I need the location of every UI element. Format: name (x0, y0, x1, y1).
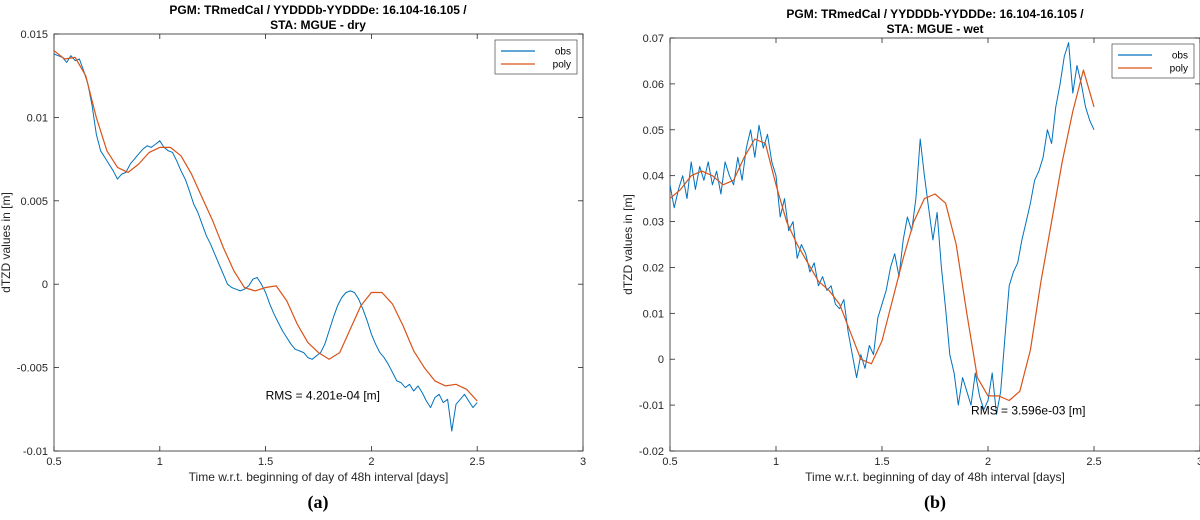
y-tick-label: 0.01 (643, 308, 664, 320)
legend-box (494, 39, 578, 75)
chart-title-line1: PGM: TRmedCal / YYDDDb-YYDDDe: 16.104-16… (169, 3, 467, 17)
legend-label-obs: obs (555, 47, 571, 58)
panel-caption: (a) (308, 492, 329, 513)
x-axis-label: Time w.r.t. beginning of day of 48h inte… (189, 470, 449, 484)
y-tick-label: 0.07 (643, 33, 664, 45)
x-tick-label: 1 (773, 456, 779, 468)
rms-annotation: RMS = 4.201e-04 [m] (266, 388, 380, 402)
x-tick-label: 0.5 (662, 456, 677, 468)
x-tick-label: 2.5 (1086, 456, 1101, 468)
y-tick-label: 0.06 (643, 79, 664, 91)
rms-annotation: RMS = 3.596e-03 [m] (971, 403, 1085, 417)
legend-label-obs: obs (1172, 51, 1188, 62)
series-line-obs (53, 53, 478, 432)
x-tick-label: 3 (580, 456, 586, 468)
chart-panel-a: PGM: TRmedCal / YYDDDb-YYDDDe: 16.104-16… (0, 3, 586, 513)
plot-area (53, 33, 584, 452)
y-tick-label: 0 (658, 354, 664, 366)
y-tick-label: -0.02 (639, 446, 664, 458)
y-axis-label: dTZD values in [m] (0, 192, 13, 293)
legend-box (1111, 43, 1195, 79)
y-tick-label: 0.01 (27, 112, 48, 124)
x-tick-label: 2.5 (470, 456, 485, 468)
x-tick-label: 3 (1197, 456, 1200, 468)
y-tick-label: 0.015 (20, 29, 48, 41)
series-line-obs (669, 42, 1095, 415)
y-tick-label: -0.01 (23, 446, 48, 458)
y-axis-label: dTZD values in [m] (621, 194, 635, 295)
chart-title-line2: STA: MGUE - wet (886, 22, 983, 36)
y-tick-label: 0.05 (643, 125, 664, 137)
x-tick-label: 1.5 (874, 456, 889, 468)
y-tick-label: 0.02 (643, 262, 664, 274)
y-tick-label: -0.01 (639, 400, 664, 412)
y-tick-label: 0.005 (20, 196, 48, 208)
y-tick-label: 0.03 (643, 217, 664, 229)
legend: obs poly (494, 39, 578, 75)
x-tick-label: 1.5 (258, 456, 273, 468)
y-tick-label: -0.005 (17, 363, 48, 375)
series-line-poly (669, 69, 1095, 402)
legend-label-poly: poly (553, 60, 571, 71)
x-tick-label: 1 (157, 456, 163, 468)
x-axis-label: Time w.r.t. beginning of day of 48h inte… (805, 470, 1065, 484)
x-tick-label: 2 (985, 456, 991, 468)
legend-label-poly: poly (1170, 64, 1188, 75)
y-tick-label: 0.04 (643, 171, 664, 183)
series-line-poly (53, 50, 478, 402)
chart-panel-b: PGM: TRmedCal / YYDDDb-YYDDDe: 16.104-16… (621, 7, 1200, 513)
chart-title-line1: PGM: TRmedCal / YYDDDb-YYDDDe: 16.104-16… (786, 7, 1084, 21)
chart-title-line2: STA: MGUE - dry (270, 18, 366, 32)
plot-area (669, 37, 1200, 452)
x-tick-label: 0.5 (46, 456, 61, 468)
y-tick-label: 0 (42, 279, 48, 291)
panel-caption: (b) (924, 492, 946, 513)
x-tick-label: 2 (368, 456, 374, 468)
legend: obs poly (1111, 43, 1195, 79)
